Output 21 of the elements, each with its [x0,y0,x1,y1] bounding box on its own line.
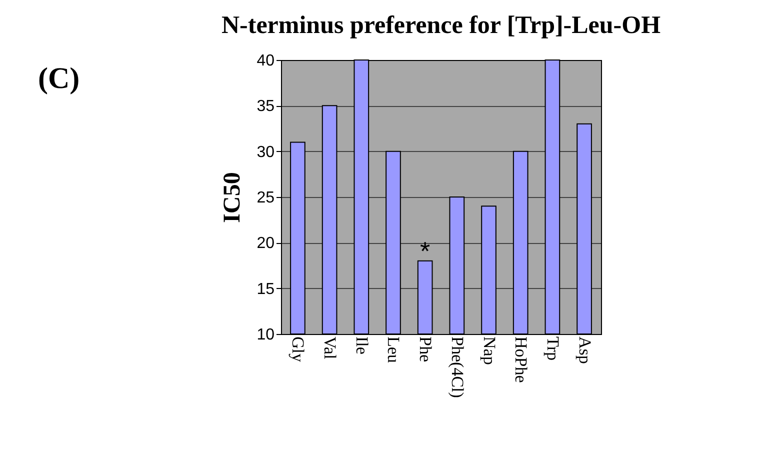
x-tick-label: Leu [384,336,404,364]
y-tick-label: 40 [256,52,275,70]
chart-title: N-terminus preference for [Trp]-Leu-OH [221,12,662,39]
x-tick-label: Gly [288,336,308,362]
x-tick-label: Asp [575,336,594,364]
y-tick-label: 20 [256,235,275,252]
y-tick-label: 10 [256,326,275,344]
y-tick-label: 35 [256,98,275,116]
x-tick-label: Val [320,336,340,360]
x-tick-label: Phe [416,336,436,362]
x-tick-label: Phe(4Cl) [448,336,467,398]
annotation: * [420,236,430,266]
x-tick-label: Ile [352,336,372,354]
y-tick-label: 15 [256,280,275,298]
y-tick-label: 25 [256,190,275,206]
x-tick-label: HoPhe [512,336,531,383]
y-tick-label: 30 [256,144,275,161]
x-tick-label: Trp [543,336,562,360]
y-axis-title: IC50 [220,172,246,223]
text: (C) [38,62,80,96]
x-tick-label: Nap [480,336,499,365]
